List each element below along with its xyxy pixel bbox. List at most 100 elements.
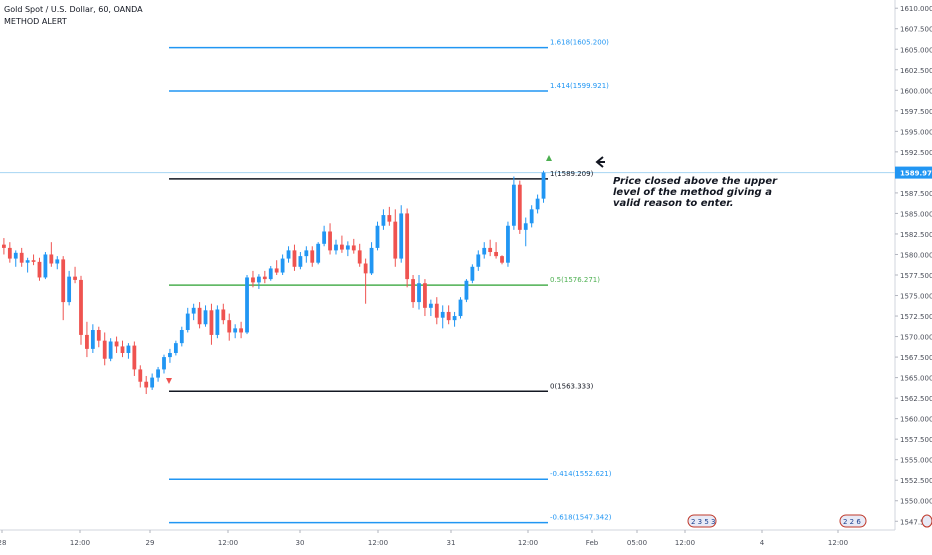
time-axis-label: 29 [146, 539, 155, 547]
price-axis-label: 1565.000 [900, 375, 932, 383]
candle-body [440, 311, 445, 318]
candle-body [90, 330, 95, 349]
fib-anchor-top-marker [546, 155, 552, 161]
price-axis-label: 1587.500 [900, 190, 932, 198]
economic-event-marker [687, 514, 717, 528]
candle-body [156, 369, 160, 378]
candle-body [73, 276, 77, 280]
price-axis-label: 1552.500 [900, 477, 932, 485]
price-axis-label: 1607.500 [900, 26, 932, 34]
candle-body [126, 345, 131, 353]
candle-body [446, 311, 451, 321]
fib-level-label: 1(1589.209) [550, 170, 594, 178]
candle-body [535, 198, 540, 210]
candle-body [233, 328, 238, 333]
candle-body [470, 266, 475, 281]
candle-body [393, 221, 398, 259]
candle-body [144, 381, 149, 388]
candle-body [292, 250, 297, 267]
economic-event-label: 2 2 6 [843, 518, 861, 526]
economic-event-marker-partial [921, 514, 932, 528]
candle-body [19, 252, 24, 263]
candle-body [268, 268, 273, 280]
fib-level-label: -0.618(1547.342) [550, 514, 612, 522]
candle-body [227, 320, 232, 333]
candle-body [351, 245, 356, 251]
candle-body [79, 279, 83, 335]
price-axis-label: 1600.000 [900, 87, 932, 95]
candle-body [274, 268, 279, 273]
price-axis-label: 1595.000 [900, 128, 932, 136]
candle-body [31, 260, 36, 262]
candle-body [334, 244, 338, 251]
candle-body [411, 279, 415, 303]
candle-body [61, 259, 66, 303]
time-axis-label: 12:00 [218, 539, 238, 547]
candle-body [49, 254, 54, 264]
candle-body [55, 259, 60, 264]
time-axis-label: 28 [0, 539, 6, 547]
candle-body [340, 244, 344, 250]
annotation-text-line: level of the method giving a [613, 187, 772, 198]
candle-body [108, 341, 113, 359]
candle-body [517, 184, 522, 230]
candle-body [523, 223, 528, 230]
candle-body [120, 346, 125, 353]
candle-body [506, 225, 510, 263]
economic-event-marker [839, 514, 867, 528]
price-axis-label: 1610.000 [900, 5, 932, 13]
indicator-label: METHOD ALERT [4, 17, 67, 26]
last-price-tag [895, 166, 932, 179]
fib-level-label: 0(1563.333) [550, 382, 594, 390]
candle-body [387, 215, 392, 222]
candle-body [37, 261, 42, 278]
time-axis-label: 12:00 [828, 539, 848, 547]
candle-body [375, 225, 380, 248]
candle-body [262, 276, 267, 280]
candle-body [328, 231, 332, 251]
price-axis-label: 1550.000 [900, 498, 932, 506]
candle-body [363, 263, 368, 274]
candle-body [2, 244, 6, 248]
candle-body [529, 209, 534, 224]
candle-body [168, 352, 172, 358]
time-axis-label: 12:00 [70, 539, 90, 547]
price-axis-label: 1572.500 [900, 313, 932, 321]
candle-body [138, 369, 143, 382]
candle-body [482, 247, 487, 255]
candle-body [239, 328, 243, 333]
candle-body [162, 357, 166, 370]
candle-body [209, 310, 214, 335]
price-axis-label: 1592.500 [900, 149, 932, 157]
time-axis-label: 12:00 [675, 539, 695, 547]
time-axis-label: 4 [760, 539, 765, 547]
candle-body [221, 309, 226, 321]
candle-body [215, 309, 220, 335]
price-axis-label: 1585.000 [900, 210, 932, 218]
candle-body [256, 276, 261, 283]
price-axis-label: 1605.000 [900, 46, 932, 54]
candle-body [428, 303, 433, 308]
candle-body [316, 243, 321, 263]
candle-body [197, 307, 202, 325]
candle-body [191, 307, 196, 314]
candle-body [280, 258, 285, 273]
candle-body [434, 303, 439, 318]
last-price-tag-label: 1589.975 [900, 170, 932, 178]
candle-body [251, 277, 255, 283]
candle-body [96, 330, 101, 341]
candle-body [369, 247, 374, 274]
candle-body [179, 330, 184, 344]
price-axis-label: 1562.500 [900, 395, 932, 403]
price-axis-label: 1547.500 [900, 518, 932, 526]
candle-body [150, 377, 155, 388]
candle-body [43, 254, 48, 278]
price-axis-label: 1567.500 [900, 354, 932, 362]
price-axis-label: 1580.000 [900, 251, 932, 259]
fib-level-label: -0.414(1552.621) [550, 470, 612, 478]
price-axis-label: 1602.500 [900, 67, 932, 75]
candle-body [452, 316, 457, 321]
price-axis-label: 1570.000 [900, 334, 932, 342]
